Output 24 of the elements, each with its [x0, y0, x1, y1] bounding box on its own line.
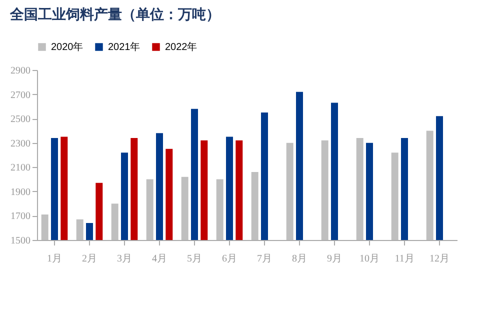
- x-tick-label: 9月: [327, 254, 342, 264]
- x-tick-label: 12月: [430, 254, 450, 264]
- y-tick-label: 2500: [10, 114, 30, 126]
- y-tick-label: 1700: [10, 211, 30, 222]
- x-tick-label: 7月: [257, 254, 272, 264]
- x-tick-label: 3月: [117, 254, 132, 264]
- legend-label: 2022年: [165, 41, 198, 53]
- y-tick-label: 1900: [10, 186, 30, 198]
- chart-title: 全国工业饲料产量（单位：万吨）: [9, 6, 220, 23]
- y-tick-label: 2700: [10, 90, 30, 101]
- x-tick-label: 11月: [394, 254, 414, 264]
- x-tick-label: 1月: [47, 254, 62, 264]
- legend-label: 2021年: [108, 41, 140, 53]
- y-tick-label: 1500: [10, 236, 30, 246]
- x-tick-label: 8月: [292, 254, 307, 264]
- x-tick-label: 6月: [222, 254, 237, 264]
- y-tick-label: 2100: [10, 162, 30, 174]
- y-tick-label: 2300: [10, 138, 30, 150]
- x-tick-label: 10月: [360, 254, 380, 264]
- x-tick-label: 5月: [187, 254, 202, 264]
- x-tick-label: 4月: [152, 254, 167, 264]
- x-tick-label: 2月: [82, 254, 97, 264]
- y-tick-label: 2900: [10, 66, 30, 76]
- legend-label: 2020年: [51, 41, 84, 53]
